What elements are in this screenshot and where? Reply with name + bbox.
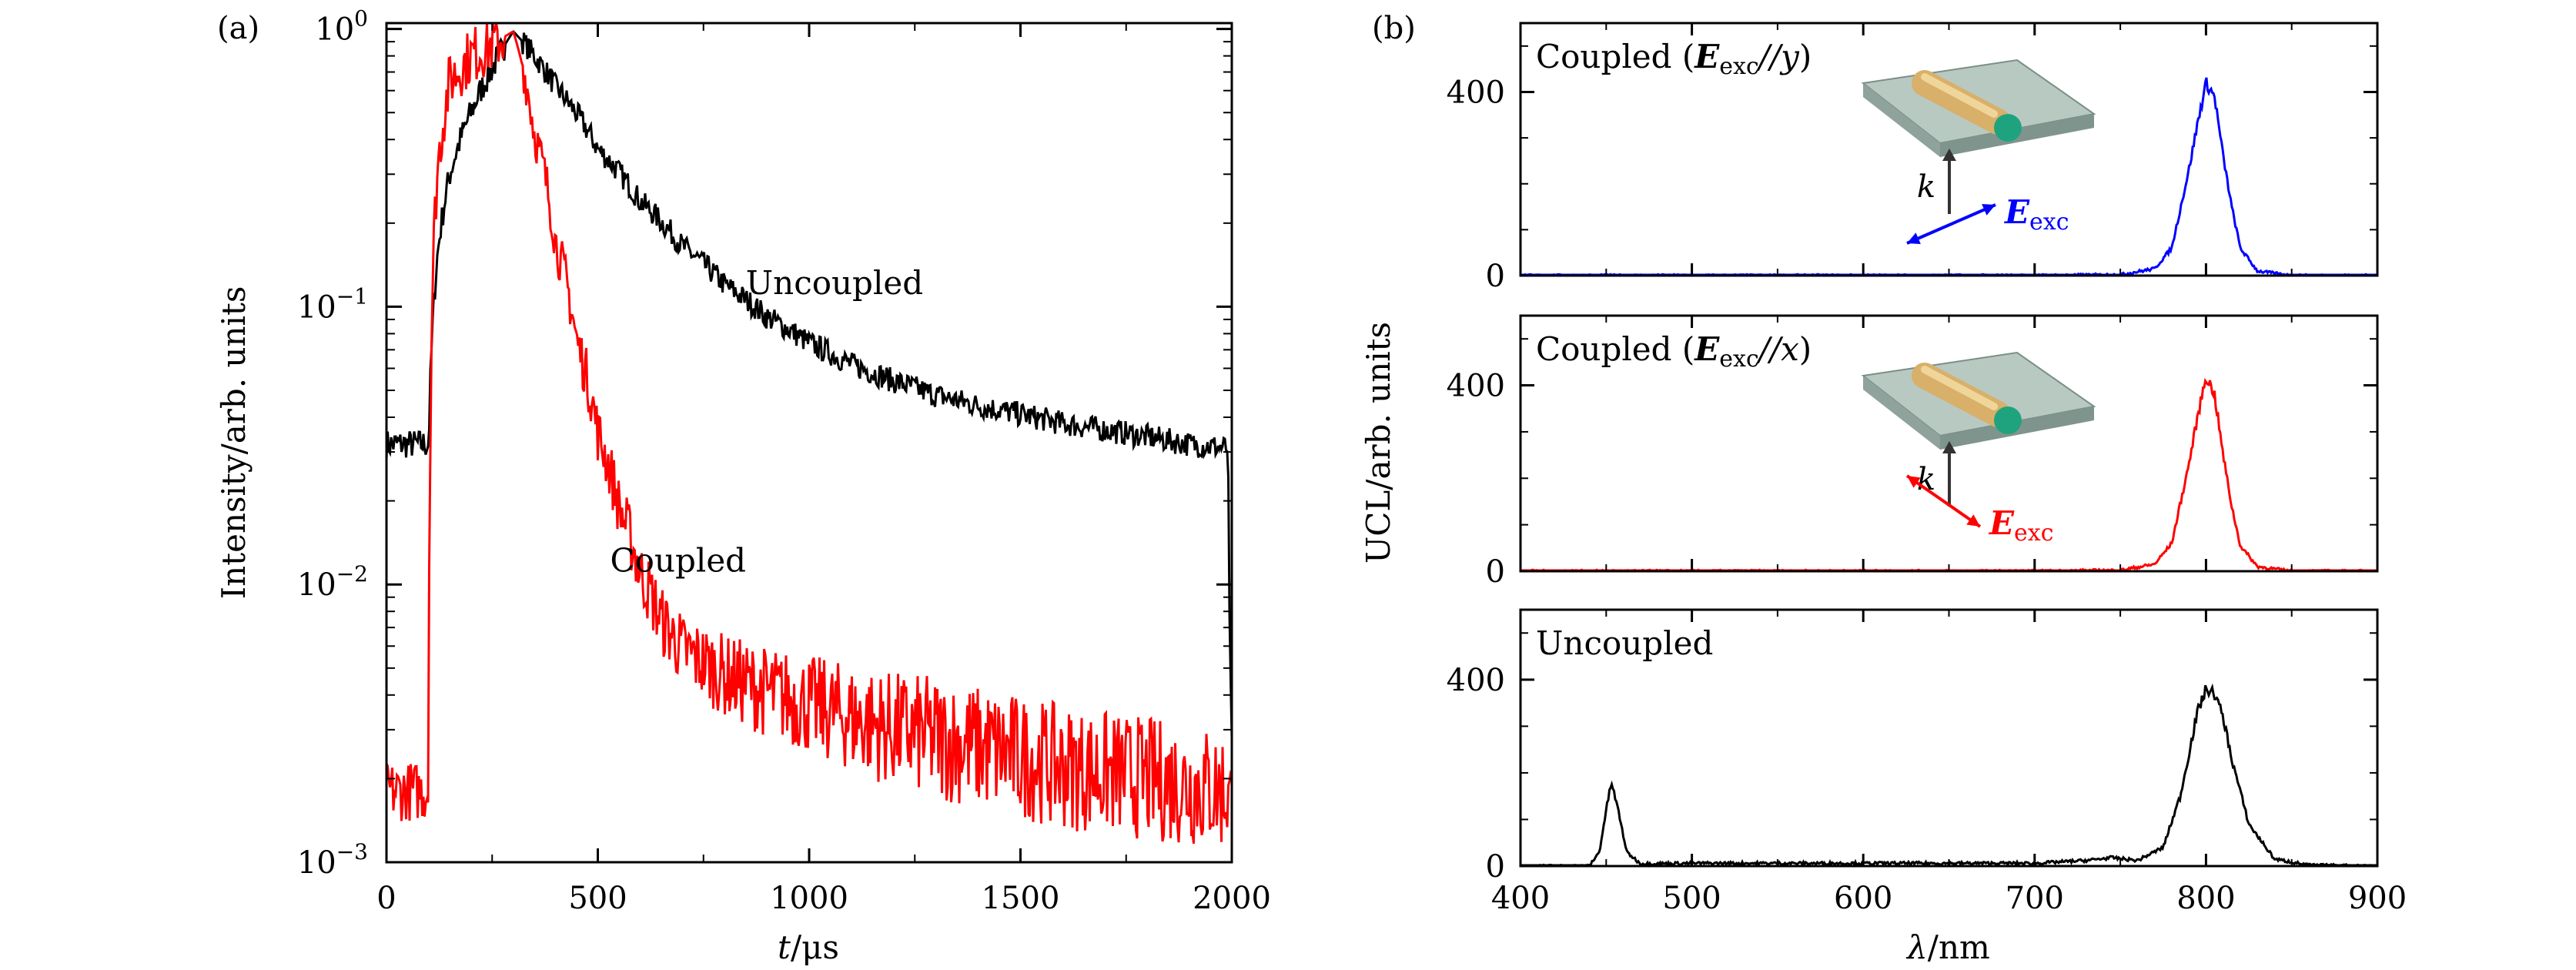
- nanoparticle: [1994, 406, 2022, 434]
- glass-substrate-side: [1863, 376, 1940, 450]
- series-line-uncoupled: [385, 29, 1233, 738]
- y-axis-label-a: Intensity/arb. units: [215, 286, 253, 600]
- subplot-title-0: Coupled (Eexc//y): [1536, 38, 1812, 80]
- k-arrow-head: [1942, 149, 1956, 161]
- annotation-uncoupled: Uncoupled: [746, 264, 923, 302]
- x-tick-label-b: 900: [2348, 881, 2407, 916]
- y-tick-label-a: 10−1: [297, 283, 368, 325]
- e-symbol: E: [1694, 38, 1720, 75]
- glass-substrate-side: [1863, 83, 1940, 157]
- panel-label-a: (a): [217, 11, 259, 46]
- y-tick-label-b: 400: [1447, 75, 1505, 110]
- e-field-arrow-tail: [1907, 232, 1921, 244]
- nanowire: [1912, 363, 2011, 427]
- spectrum-line-2: [1520, 683, 2377, 868]
- x-tick-label-b: 500: [1662, 881, 1721, 916]
- e-exc-label: Eexc: [2004, 193, 2069, 236]
- y-tick-label-a: 100: [315, 6, 368, 48]
- y-tick-label-b: 400: [1447, 663, 1505, 698]
- x-tick-label-a: 500: [568, 881, 627, 916]
- y-tick-label-b: 400: [1447, 369, 1505, 404]
- y-tick-label-a: 10−2: [297, 561, 368, 603]
- subplot-title-2: Uncoupled: [1536, 624, 1713, 662]
- inset-illustration-1: k Eexc: [1861, 351, 2096, 547]
- inset-illustration-0: k Eexc: [1861, 59, 2096, 245]
- x-tick-label-a: 0: [376, 881, 396, 916]
- k-label: k: [1917, 462, 1935, 497]
- y-tick-label-a: 10−3: [297, 839, 368, 881]
- e-field-arrow: [1905, 474, 1982, 528]
- nanowire-highlight: [1921, 73, 1998, 118]
- nanowire-highlight: [1921, 366, 1998, 410]
- e-field-arrow-head: [1982, 204, 1996, 216]
- panel-a: (a) 0 500 1000 1500 2000 10−3 10−2 10−1 100 t/μs In…: [215, 6, 1271, 966]
- series-line-coupled: [385, 22, 1233, 844]
- x-tick-label-a: 1500: [982, 881, 1060, 916]
- y-tick-label-b: 0: [1486, 259, 1505, 294]
- y-tick-label-b: 0: [1486, 554, 1505, 590]
- nanoparticle: [1994, 114, 2022, 142]
- e-field-arrow-head: [1966, 514, 1980, 527]
- x-tick-label-b: 400: [1491, 881, 1550, 916]
- nanowire: [1912, 70, 2011, 135]
- panel-label-b: (b): [1372, 11, 1416, 46]
- x-tick-label-b: 600: [1834, 881, 1892, 916]
- x-axis-label-b: λ/nm: [1905, 928, 1990, 966]
- k-label: k: [1917, 169, 1935, 205]
- e-field-arrow-tail: [1907, 476, 1921, 488]
- x-tick-label-a: 1000: [770, 881, 848, 916]
- x-tick-label-a: 2000: [1193, 881, 1271, 916]
- annotation-coupled: Coupled: [611, 542, 747, 580]
- e-exc-label: Eexc: [1989, 504, 2054, 547]
- y-axis-label-b: UCL/arb. units: [1360, 322, 1397, 564]
- y-tick-label-b: 0: [1486, 849, 1505, 885]
- e-field-arrow: [1906, 203, 1996, 245]
- subplot-title-1: Coupled (Eexc//x): [1536, 330, 1812, 373]
- k-arrow-head: [1942, 441, 1956, 453]
- x-tick-label-b: 700: [2006, 881, 2064, 916]
- x-tick-label-b: 800: [2176, 881, 2235, 916]
- e-symbol: E: [1694, 330, 1720, 368]
- x-axis-label-a: t/μs: [778, 928, 839, 966]
